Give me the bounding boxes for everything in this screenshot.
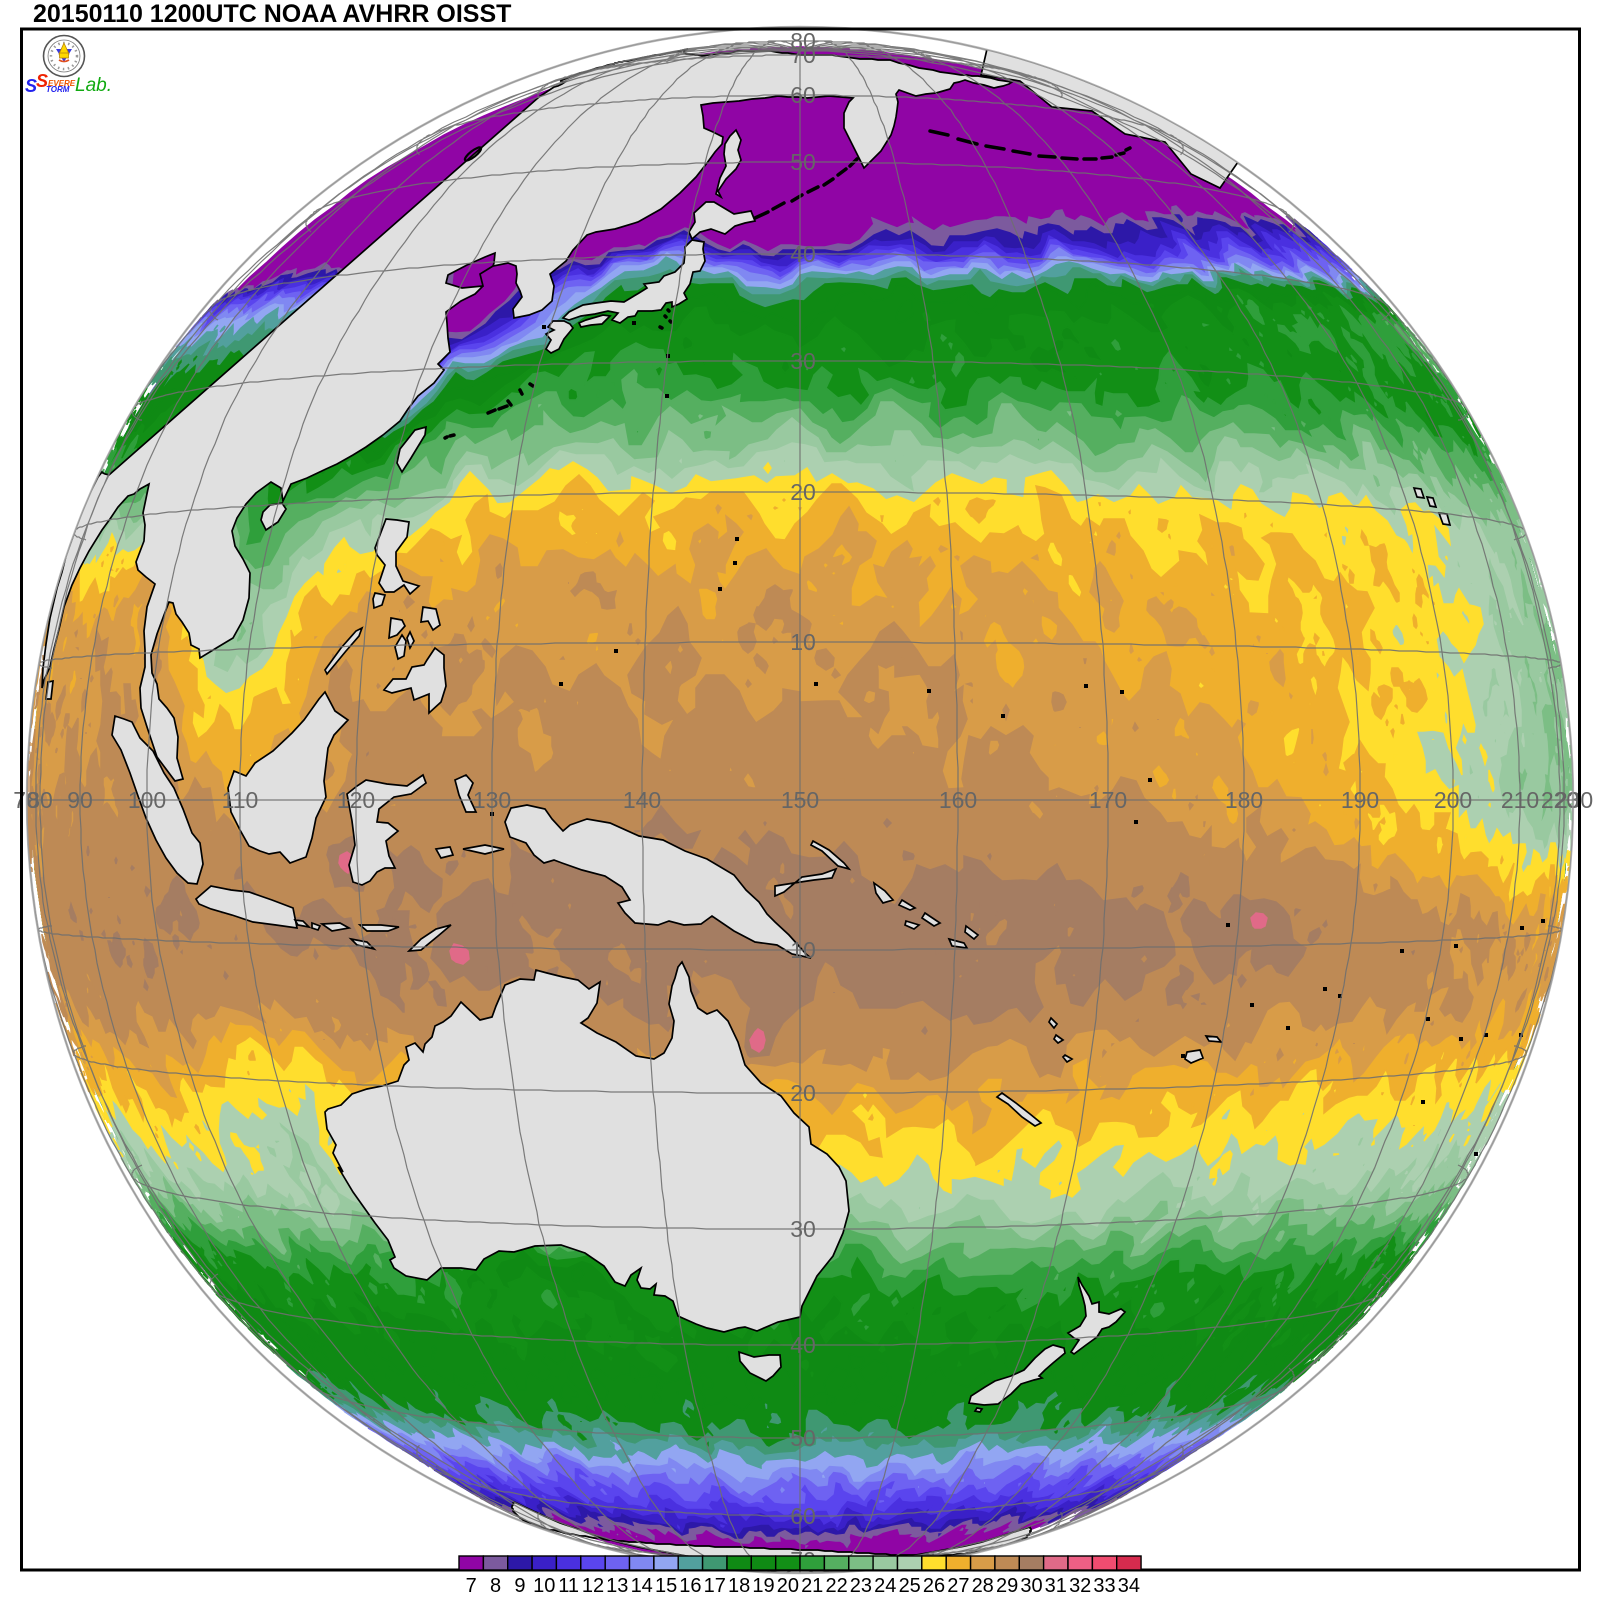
svg-text:10: 10 xyxy=(790,629,816,655)
svg-text:28: 28 xyxy=(972,1575,994,1597)
svg-text:230: 230 xyxy=(1555,787,1593,813)
svg-text:TORM: TORM xyxy=(46,85,70,94)
svg-text:19: 19 xyxy=(752,1575,774,1597)
svg-text:34: 34 xyxy=(1118,1575,1140,1597)
svg-text:100: 100 xyxy=(128,787,166,813)
svg-text:20: 20 xyxy=(790,479,816,505)
svg-text:80: 80 xyxy=(27,787,53,813)
svg-text:180: 180 xyxy=(1225,787,1263,813)
svg-text:33: 33 xyxy=(1093,1575,1115,1597)
svg-text:10: 10 xyxy=(533,1575,555,1597)
svg-text:31: 31 xyxy=(1045,1575,1067,1597)
svg-text:120: 120 xyxy=(337,787,375,813)
svg-text:26: 26 xyxy=(923,1575,945,1597)
svg-text:190: 190 xyxy=(1341,787,1379,813)
svg-text:50: 50 xyxy=(790,149,816,175)
svg-text:22: 22 xyxy=(825,1575,847,1597)
svg-text:170: 170 xyxy=(1089,787,1127,813)
svg-text:200: 200 xyxy=(1434,787,1472,813)
svg-text:50: 50 xyxy=(790,1425,816,1451)
svg-text:13: 13 xyxy=(606,1575,628,1597)
svg-text:60: 60 xyxy=(790,82,816,108)
svg-text:70: 70 xyxy=(13,787,39,813)
svg-text:8: 8 xyxy=(490,1575,501,1597)
svg-text:30: 30 xyxy=(790,348,816,374)
svg-text:16: 16 xyxy=(679,1575,701,1597)
svg-text:20: 20 xyxy=(790,1080,816,1106)
svg-text:40: 40 xyxy=(790,1332,816,1358)
svg-text:20150110 1200UTC NOAA AVHRR OI: 20150110 1200UTC NOAA AVHRR OISST xyxy=(33,0,511,28)
svg-text:40: 40 xyxy=(790,241,816,267)
svg-text:60: 60 xyxy=(790,1503,816,1529)
svg-text:EVERE: EVERE xyxy=(48,79,76,88)
svg-text:30: 30 xyxy=(790,1216,816,1242)
svg-text:25: 25 xyxy=(899,1575,921,1597)
svg-text:S: S xyxy=(36,71,48,91)
svg-text:20: 20 xyxy=(777,1575,799,1597)
svg-text:90: 90 xyxy=(67,787,93,813)
svg-text:21: 21 xyxy=(801,1575,823,1597)
svg-text:24: 24 xyxy=(874,1575,896,1597)
svg-text:18: 18 xyxy=(728,1575,750,1597)
svg-text:30: 30 xyxy=(1020,1575,1042,1597)
svg-text:140: 140 xyxy=(623,787,661,813)
svg-text:S: S xyxy=(25,76,37,96)
svg-text:15: 15 xyxy=(655,1575,677,1597)
svg-text:150: 150 xyxy=(781,787,819,813)
svg-text:70: 70 xyxy=(790,42,816,68)
svg-text:210: 210 xyxy=(1501,787,1539,813)
svg-text:9: 9 xyxy=(514,1575,525,1597)
svg-text:Lab.: Lab. xyxy=(75,75,112,96)
svg-text:11: 11 xyxy=(558,1575,579,1597)
svg-text:32: 32 xyxy=(1069,1575,1091,1597)
svg-text:27: 27 xyxy=(947,1575,969,1597)
svg-text:80: 80 xyxy=(790,28,816,54)
svg-text:23: 23 xyxy=(850,1575,872,1597)
svg-text:110: 110 xyxy=(222,787,259,813)
svg-text:29: 29 xyxy=(996,1575,1018,1597)
svg-text:160: 160 xyxy=(939,787,977,813)
svg-text:17: 17 xyxy=(704,1575,726,1597)
svg-text:130: 130 xyxy=(473,787,511,813)
svg-text:12: 12 xyxy=(582,1575,604,1597)
svg-text:7: 7 xyxy=(466,1575,477,1597)
svg-text:10: 10 xyxy=(790,937,816,963)
svg-text:14: 14 xyxy=(631,1575,653,1597)
